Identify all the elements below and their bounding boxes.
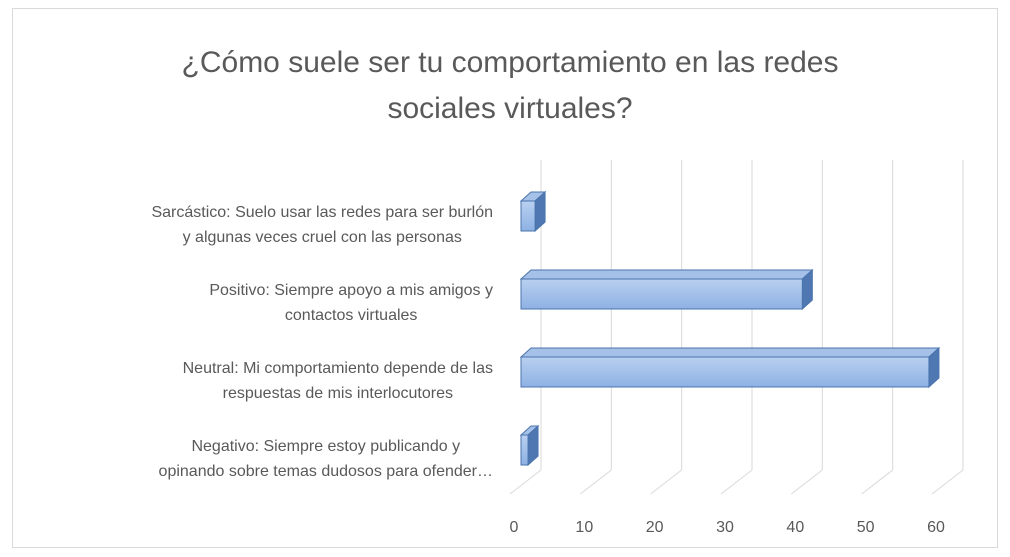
x-tick-label: 60	[927, 519, 945, 536]
x-tick-label: 40	[786, 519, 804, 536]
chart-title: ¿Cómo suele ser tu comportamiento en las…	[181, 46, 839, 125]
category-label: Positivo: Siempre apoyo a mis amigos y c…	[209, 282, 493, 324]
bar-front	[520, 200, 536, 232]
grid-floor-line	[720, 469, 753, 495]
category-label: Neutral: Mi comportamiento depende de la…	[182, 360, 493, 402]
bar	[519, 346, 941, 389]
bar-front	[520, 356, 930, 388]
x-tick-label: 30	[716, 519, 734, 536]
grid-floor-line	[861, 469, 893, 495]
x-tick-label: 20	[646, 519, 664, 536]
bar	[519, 268, 814, 311]
bar-top	[519, 347, 941, 358]
grid-floor-line	[580, 469, 612, 495]
grid-floor-line	[509, 469, 542, 495]
bar-front	[520, 278, 803, 310]
bar	[519, 190, 547, 233]
x-tick-label: 50	[857, 519, 875, 536]
chart-frame	[12, 8, 998, 548]
bar-top	[519, 269, 814, 280]
category-label: Sarcástico: Suelo usar las redes para se…	[151, 204, 493, 246]
grid-floor-line	[791, 469, 823, 495]
bar	[519, 424, 540, 467]
x-tick-label: 10	[575, 519, 593, 536]
grid-floor-line	[650, 469, 682, 495]
category-label: Negativo: Siempre estoy publicando y opi…	[158, 438, 493, 480]
x-tick-label: 0	[510, 519, 519, 536]
grid-floor-line	[931, 469, 964, 495]
bar-front	[520, 434, 529, 466]
